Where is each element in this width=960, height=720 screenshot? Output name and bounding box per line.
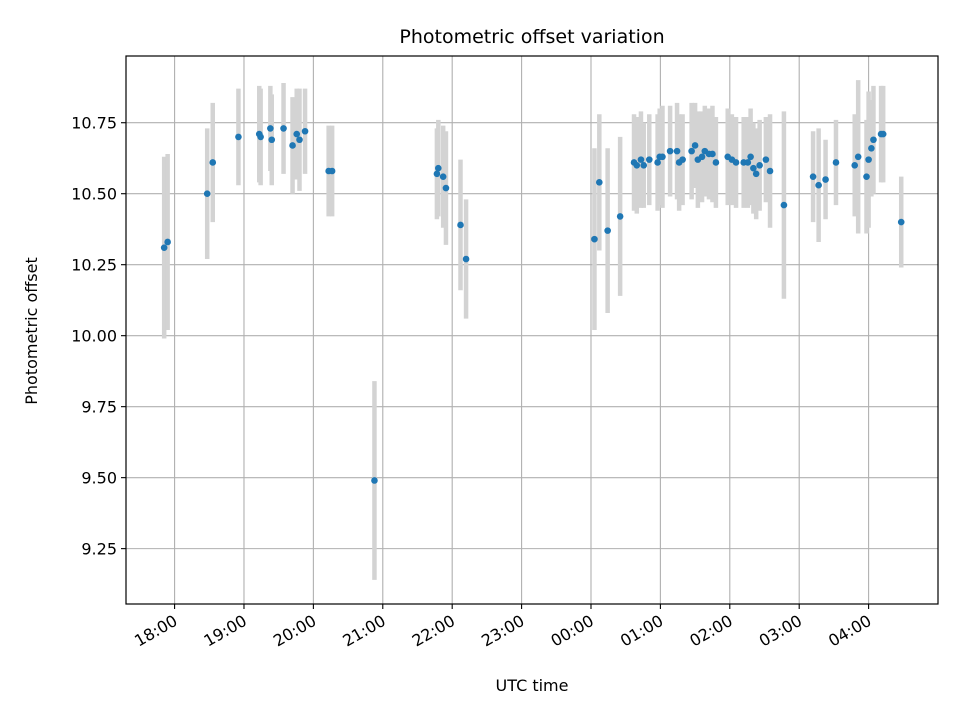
data-point (691, 142, 699, 149)
data-point (604, 227, 611, 234)
data-point (766, 167, 774, 175)
data-point (744, 159, 752, 166)
data-point (267, 125, 274, 132)
data-point (257, 133, 264, 141)
data-point (633, 162, 641, 169)
data-point (640, 162, 648, 169)
data-point (462, 255, 470, 263)
data-point (688, 147, 695, 155)
data-points (160, 125, 905, 484)
data-point (328, 167, 336, 175)
data-point (897, 218, 905, 226)
data-point (780, 201, 788, 209)
data-point (268, 136, 276, 144)
y-tick-label: 9.25 (81, 540, 117, 559)
data-point (296, 136, 303, 144)
data-point (280, 125, 287, 132)
data-point (854, 153, 862, 161)
data-point (732, 159, 740, 166)
data-point (809, 173, 817, 180)
data-point (439, 173, 447, 180)
data-point (645, 156, 653, 163)
data-point (371, 477, 378, 484)
data-point (457, 221, 464, 229)
data-point (637, 156, 645, 163)
data-point (289, 142, 296, 149)
x-axis-label: UTC time (496, 676, 569, 695)
data-point (654, 159, 661, 166)
data-point (709, 150, 716, 158)
data-point (293, 130, 301, 138)
data-point (863, 173, 870, 180)
y-tick-label: 10.75 (71, 114, 117, 133)
data-point (756, 162, 763, 169)
data-point (747, 153, 754, 161)
data-point (851, 162, 859, 169)
data-point (160, 244, 168, 251)
data-point (762, 156, 770, 163)
data-point (435, 164, 442, 172)
data-point (752, 170, 760, 178)
data-point (591, 235, 598, 243)
data-point (301, 127, 309, 135)
data-point (868, 144, 875, 152)
data-point (666, 147, 674, 155)
data-point (822, 176, 829, 183)
y-tick-label: 10.50 (71, 185, 117, 204)
data-point (209, 159, 217, 166)
data-point (673, 147, 681, 155)
data-point (870, 136, 877, 144)
data-point (832, 159, 840, 166)
data-point (679, 156, 686, 163)
y-axis-label: Photometric offset (22, 257, 41, 405)
data-point (203, 190, 211, 198)
y-tick-label: 9.75 (81, 398, 117, 417)
data-point (750, 164, 757, 172)
data-point (712, 159, 720, 166)
data-point (596, 179, 603, 186)
data-point (164, 238, 171, 246)
y-axis-ticks: 9.25 9.50 9.75 10.00 10.25 10.50 10.75 (71, 114, 126, 559)
data-point (235, 133, 242, 141)
data-point (442, 184, 450, 192)
data-point (433, 170, 441, 178)
data-point (698, 153, 706, 161)
chart-title: Photometric offset variation (399, 26, 664, 48)
data-point (879, 130, 887, 138)
data-point (815, 181, 822, 189)
y-tick-label: 10.25 (71, 256, 117, 275)
data-point (865, 156, 872, 163)
data-point (659, 153, 666, 161)
data-point (616, 213, 624, 220)
y-tick-label: 9.50 (81, 469, 117, 488)
y-tick-label: 10.00 (71, 327, 117, 346)
plot-frame (125, 55, 939, 605)
